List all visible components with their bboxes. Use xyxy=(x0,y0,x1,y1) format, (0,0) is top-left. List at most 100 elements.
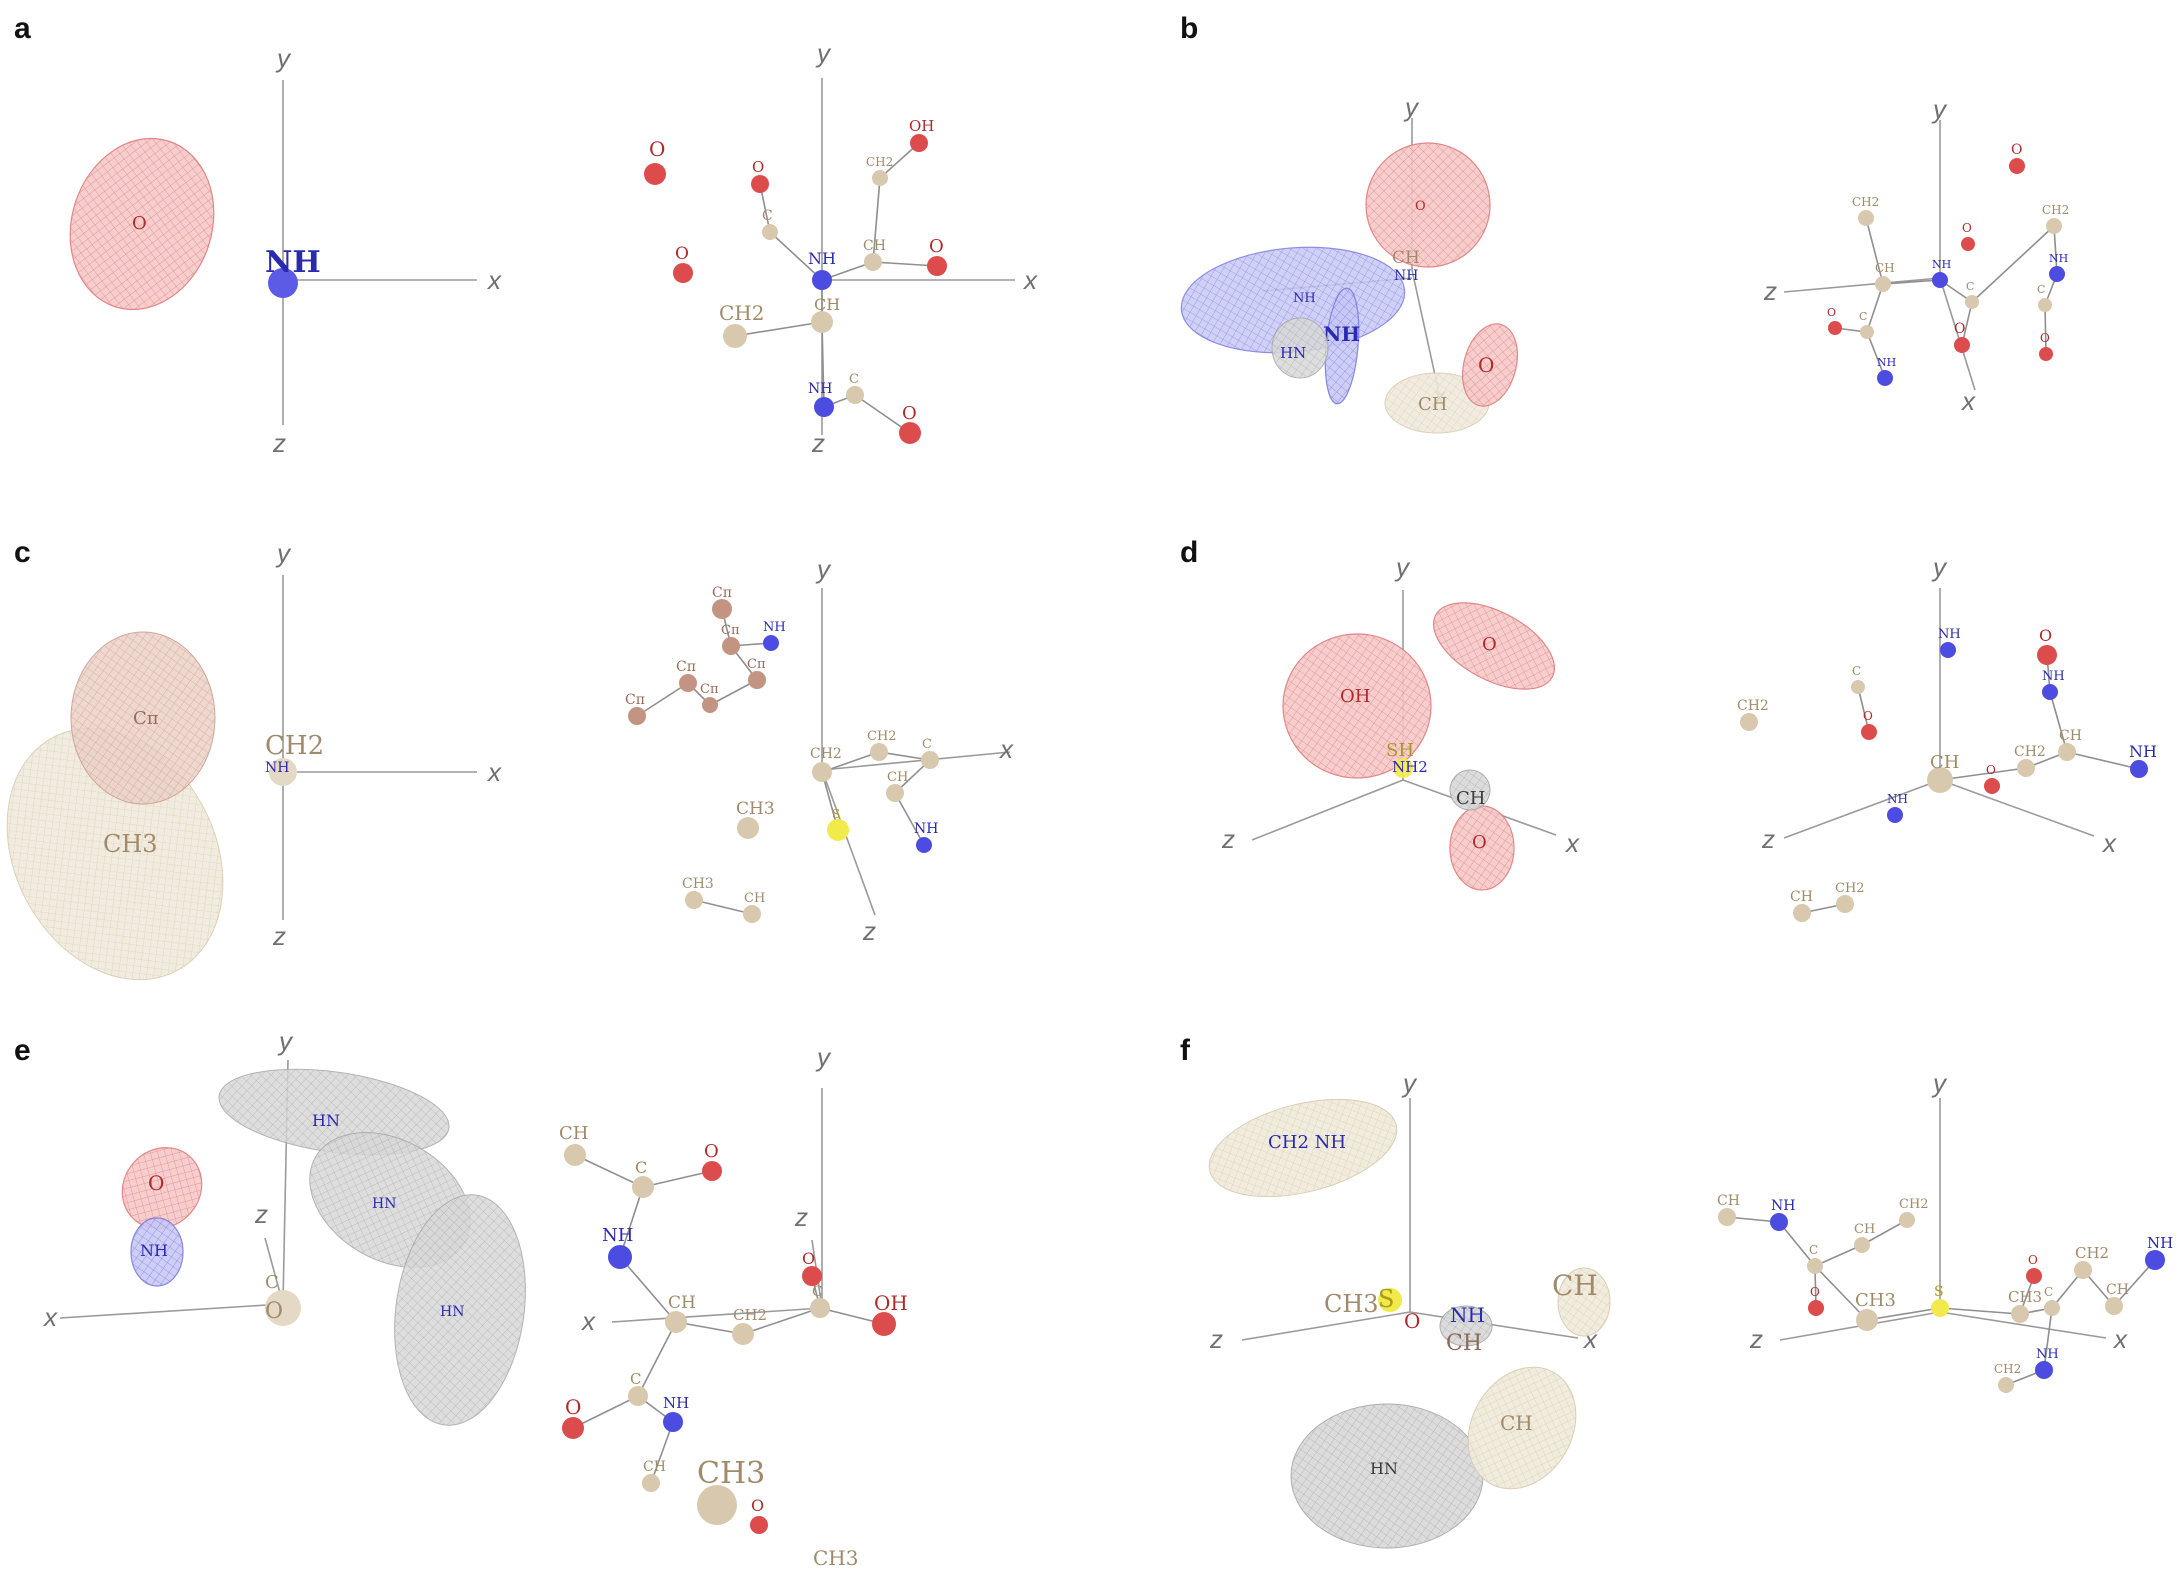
atom-label: NH xyxy=(2147,1234,2173,1252)
ellipsoid-o: O xyxy=(121,1147,203,1229)
atom-label: NH xyxy=(2036,1347,2059,1362)
atom-c: C xyxy=(846,372,864,404)
atom-ch3: CH3 xyxy=(813,1546,858,1570)
atom-label: CH xyxy=(1875,261,1895,275)
atom-label: O xyxy=(902,403,917,424)
y-axis-label: y xyxy=(277,1026,294,1056)
atom-label: CH2 xyxy=(1737,698,1769,714)
atom-label: Cπ xyxy=(747,657,766,672)
atom-c: C xyxy=(632,1158,654,1198)
z-axis xyxy=(1783,779,1941,839)
atom-label: O xyxy=(265,1299,283,1324)
atom-ball xyxy=(1875,276,1891,292)
ellipsoid-label: CH3 xyxy=(103,830,158,858)
bond xyxy=(1939,767,2027,781)
atom-c: C xyxy=(628,1370,648,1406)
atom-ch2: CH2 xyxy=(1852,195,1879,226)
ellipsoid-label: HN xyxy=(1370,1459,1398,1478)
atom-ch2: CH2 xyxy=(719,301,764,348)
bond xyxy=(2049,691,2068,753)
atom-label: CH2 xyxy=(1835,881,1865,896)
atom-ball xyxy=(812,762,832,782)
atom-ch3: CH3 xyxy=(736,799,775,839)
atom-nh: NH xyxy=(2035,1347,2059,1379)
y-axis-label: y xyxy=(275,538,292,568)
atom-label: S xyxy=(1378,1285,1394,1313)
atom-ball xyxy=(673,263,693,283)
atom-s: S xyxy=(827,807,849,841)
bond xyxy=(637,1321,677,1397)
z-axis-label: z xyxy=(1209,1324,1223,1354)
atom-ball xyxy=(751,175,769,193)
atom-nh: NH xyxy=(1877,356,1896,386)
atom-label: NH xyxy=(2129,742,2157,761)
ellipsoid-label: O xyxy=(1415,199,1426,214)
atom-ch2: CH2 xyxy=(1899,1197,1929,1228)
panel-letter: c xyxy=(14,536,31,569)
atom-ch: CH xyxy=(642,1459,666,1492)
atom-ball xyxy=(685,891,703,909)
panel-c-left: y x z CH3 Cπ CH2 NH xyxy=(6,538,502,981)
atom-ch2: CH2 xyxy=(2074,1244,2109,1279)
atom-label: C xyxy=(265,1272,279,1293)
panel-a-left: y x z O NH xyxy=(69,43,502,458)
x-axis-label: x xyxy=(580,1306,596,1336)
atom-ball xyxy=(2011,1305,2029,1323)
atom-ball xyxy=(1887,807,1903,823)
ellipsoid-hn-bottom: HN xyxy=(1290,1403,1484,1549)
atom-ball xyxy=(679,674,697,692)
atom-ch2: CH2 xyxy=(732,1306,767,1345)
bond xyxy=(1971,225,2055,303)
atom-label: O xyxy=(2028,1253,2038,1267)
atom-ball xyxy=(723,324,747,348)
atom-label: O xyxy=(565,1395,581,1419)
atom-label: O xyxy=(1827,306,1836,319)
atom-label: CH xyxy=(814,295,840,314)
atom-label: CH2 xyxy=(2014,744,2046,760)
atom-label: O xyxy=(929,236,944,257)
bond xyxy=(1866,1307,1941,1321)
atom-ball xyxy=(1860,325,1874,339)
atom-ball xyxy=(872,1312,896,1336)
atom-ball xyxy=(899,422,921,444)
panel-b-left: y x O NH NH HN CH xyxy=(1180,92,1518,434)
atom-ball xyxy=(870,743,888,761)
atom-ch2: CH2 xyxy=(1994,1362,2021,1393)
ellipsoid-cpi: Cπ xyxy=(70,631,216,805)
atom-cluster: SH NH2 xyxy=(1386,740,1428,778)
x-axis xyxy=(59,1303,284,1319)
panel-e: e y z x HN HN HN O xyxy=(14,1026,908,1570)
ellipsoid-label: HN xyxy=(1280,344,1306,362)
atom-ch: CH xyxy=(1854,1222,1875,1253)
panel-f-left: y z x CH2 NH CH HN CH xyxy=(1208,1068,1611,1549)
panel-c-right: y x z Cπ Cπ NH Cπ Cπ Cπ Cπ CH2 CH2 C CH CH3 S NH CH3 CH xyxy=(625,554,1014,946)
x-axis xyxy=(821,751,1011,771)
atom-nh: NH xyxy=(663,1394,689,1432)
atom-cluster: C O xyxy=(265,1272,301,1326)
atom-label: C xyxy=(635,1158,647,1177)
atom-c: C xyxy=(1807,1243,1823,1274)
atom-ball xyxy=(722,637,740,655)
atom-ch: CH xyxy=(886,770,908,802)
atom-label: Cπ xyxy=(721,623,740,638)
atom-label: O xyxy=(1962,221,1972,235)
bond xyxy=(1866,331,1886,379)
atom-label: O xyxy=(675,244,689,264)
atom-label: CH2 xyxy=(2042,203,2069,217)
atom-o: O xyxy=(2039,331,2053,361)
atom-label: S xyxy=(1934,1284,1944,1300)
ellipsoid-nh: NH xyxy=(130,1217,184,1287)
atom-ball xyxy=(814,397,834,417)
atom-ball xyxy=(2058,743,2076,761)
atom-c: C xyxy=(2044,1285,2060,1316)
ellipsoid-label: NH xyxy=(140,1241,168,1260)
ellipsoid-ch-right: CH xyxy=(1552,1267,1611,1337)
atom-label: CH2 xyxy=(265,731,324,761)
z-axis xyxy=(821,769,876,916)
atom-label: NH2 xyxy=(1392,758,1428,776)
atom-cluster: CH2 NH xyxy=(265,731,324,786)
atom-label: NH xyxy=(265,760,289,776)
molecule: O O O C NH CH2 OH CH O CH2 CH NH C O xyxy=(644,117,947,444)
atom-label: O xyxy=(1986,763,1996,777)
